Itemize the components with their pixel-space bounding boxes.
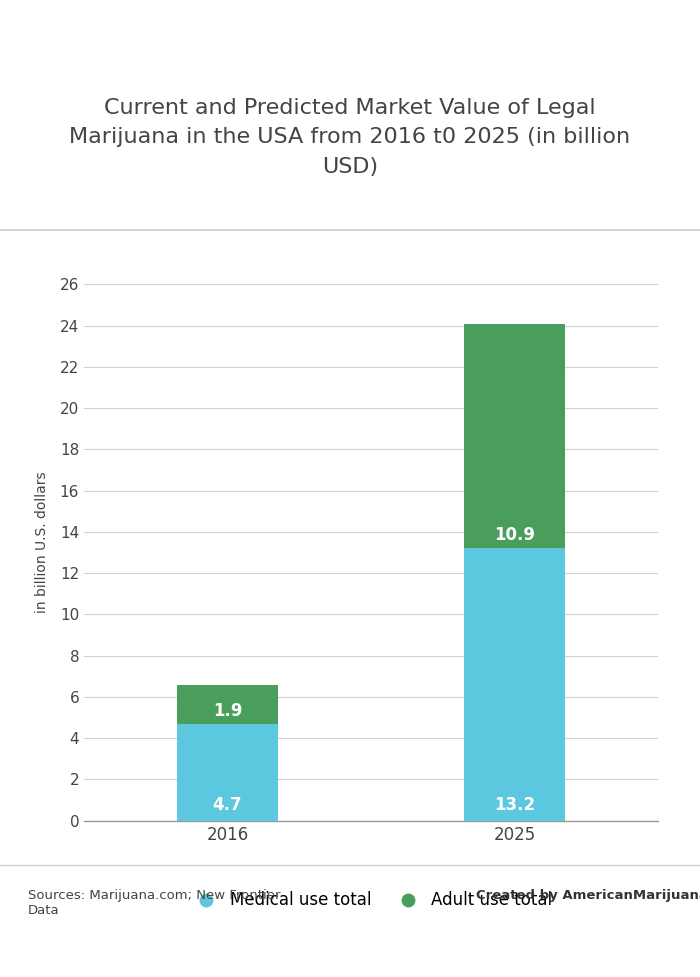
Bar xyxy=(464,323,565,548)
Text: 1.9: 1.9 xyxy=(213,701,242,720)
Text: Current and Predicted Market Value of Legal
Marijuana in the USA from 2016 t0 20: Current and Predicted Market Value of Le… xyxy=(69,98,631,177)
Y-axis label: in billion U.S. dollars: in billion U.S. dollars xyxy=(35,472,49,613)
Text: 13.2: 13.2 xyxy=(494,796,535,815)
Text: 10.9: 10.9 xyxy=(494,527,535,544)
Bar xyxy=(177,685,278,724)
Legend: Medical use total, Adult use total: Medical use total, Adult use total xyxy=(183,885,559,916)
Text: Created by AmericanMarijuana.org: Created by AmericanMarijuana.org xyxy=(476,889,700,902)
Text: 4.7: 4.7 xyxy=(213,796,242,815)
Bar xyxy=(177,724,278,821)
Bar xyxy=(464,548,565,821)
Text: Sources: Marijuana.com; New Frontier
Data: Sources: Marijuana.com; New Frontier Dat… xyxy=(28,889,281,917)
